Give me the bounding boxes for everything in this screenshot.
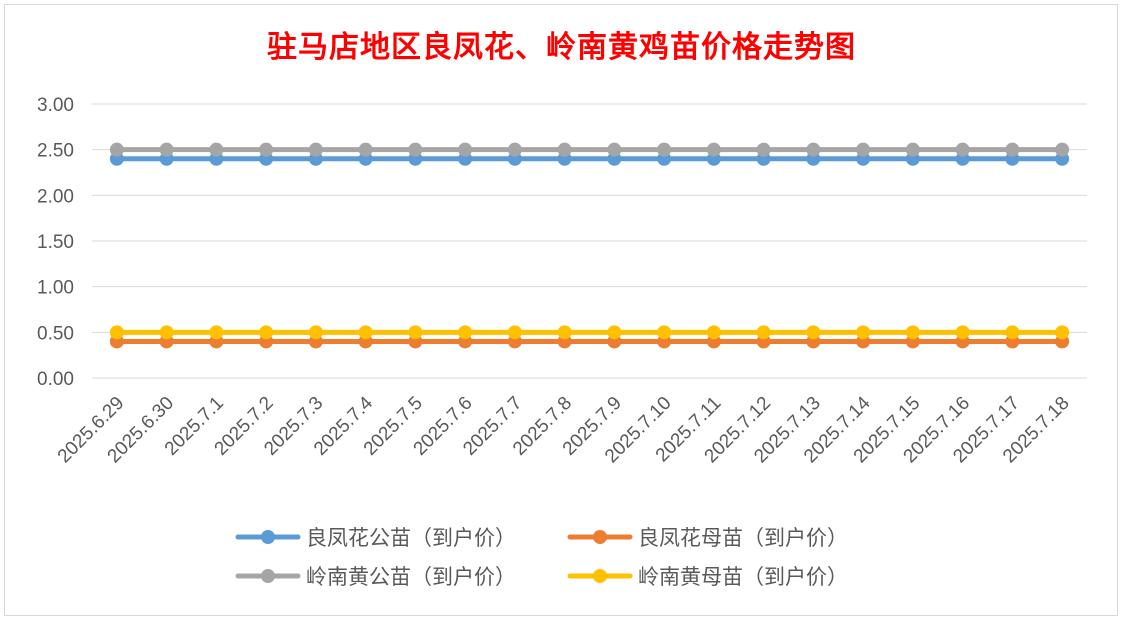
legend: 良凤花公苗（到户价） 良凤花母苗（到户价） 岭南黄公苗（到户价） 岭南黄母苗（到户价） [235, 526, 848, 589]
y-tick-label: 1.00 [37, 278, 74, 299]
legend-item: 良凤花母苗（到户价） [567, 526, 848, 550]
data-point [159, 142, 174, 157]
legend-marker [261, 569, 275, 583]
data-point [1055, 325, 1070, 340]
data-point [706, 142, 721, 157]
data-point [905, 325, 920, 340]
data-point [159, 325, 174, 340]
data-point [1055, 142, 1070, 157]
data-point [657, 325, 672, 340]
y-axis-ticks: 0.00 0.50 1.00 1.50 2.00 2.50 3.00 [37, 95, 74, 390]
legend-label: 良凤花公苗（到户价） [306, 526, 516, 550]
legend-item: 岭南黄母苗（到户价） [567, 565, 848, 589]
data-point [308, 142, 323, 157]
legend-label: 良凤花母苗（到户价） [638, 526, 848, 550]
data-point [408, 142, 423, 157]
data-point [259, 325, 274, 340]
data-point [1005, 325, 1020, 340]
data-point [259, 142, 274, 157]
y-tick-label: 1.50 [37, 232, 74, 253]
data-point [856, 142, 871, 157]
data-point [209, 142, 224, 157]
gridlines [92, 103, 1087, 379]
legend-label: 岭南黄母苗（到户价） [638, 565, 848, 589]
data-point [358, 325, 373, 340]
data-point [557, 325, 572, 340]
data-point [706, 325, 721, 340]
data-point [756, 325, 771, 340]
legend-marker [593, 530, 607, 544]
data-point [756, 142, 771, 157]
data-point [905, 142, 920, 157]
series-points [109, 142, 1070, 349]
legend-item: 岭南黄公苗（到户价） [235, 565, 516, 589]
data-point [1005, 142, 1020, 157]
data-point [507, 142, 522, 157]
data-point [557, 142, 572, 157]
legend-label: 岭南黄公苗（到户价） [306, 565, 516, 589]
data-point [308, 325, 323, 340]
y-tick-label: 0.50 [37, 323, 74, 344]
x-axis-ticks: 2025.6.292025.6.302025.7.12025.7.22025.7… [54, 392, 1074, 467]
data-point [109, 325, 124, 340]
data-point [955, 325, 970, 340]
data-point [657, 142, 672, 157]
y-tick-label: 3.00 [37, 95, 74, 116]
data-point [458, 142, 473, 157]
y-tick-label: 2.50 [37, 141, 74, 162]
data-point [507, 325, 522, 340]
data-point [607, 142, 622, 157]
chart-frame [4, 4, 1118, 616]
data-point [806, 325, 821, 340]
chart-title: 驻马店地区良凤花、岭南黄鸡苗价格走势图 [267, 30, 856, 65]
data-point [458, 325, 473, 340]
data-point [408, 325, 423, 340]
series-lines [114, 147, 1065, 344]
legend-marker [593, 569, 607, 583]
data-point [856, 325, 871, 340]
data-point [109, 142, 124, 157]
data-point [806, 142, 821, 157]
legend-item: 良凤花公苗（到户价） [235, 526, 516, 550]
legend-marker [261, 530, 275, 544]
data-point [955, 142, 970, 157]
data-point [209, 325, 224, 340]
y-tick-label: 0.00 [37, 369, 74, 390]
data-point [607, 325, 622, 340]
data-point [358, 142, 373, 157]
y-tick-label: 2.00 [37, 186, 74, 207]
